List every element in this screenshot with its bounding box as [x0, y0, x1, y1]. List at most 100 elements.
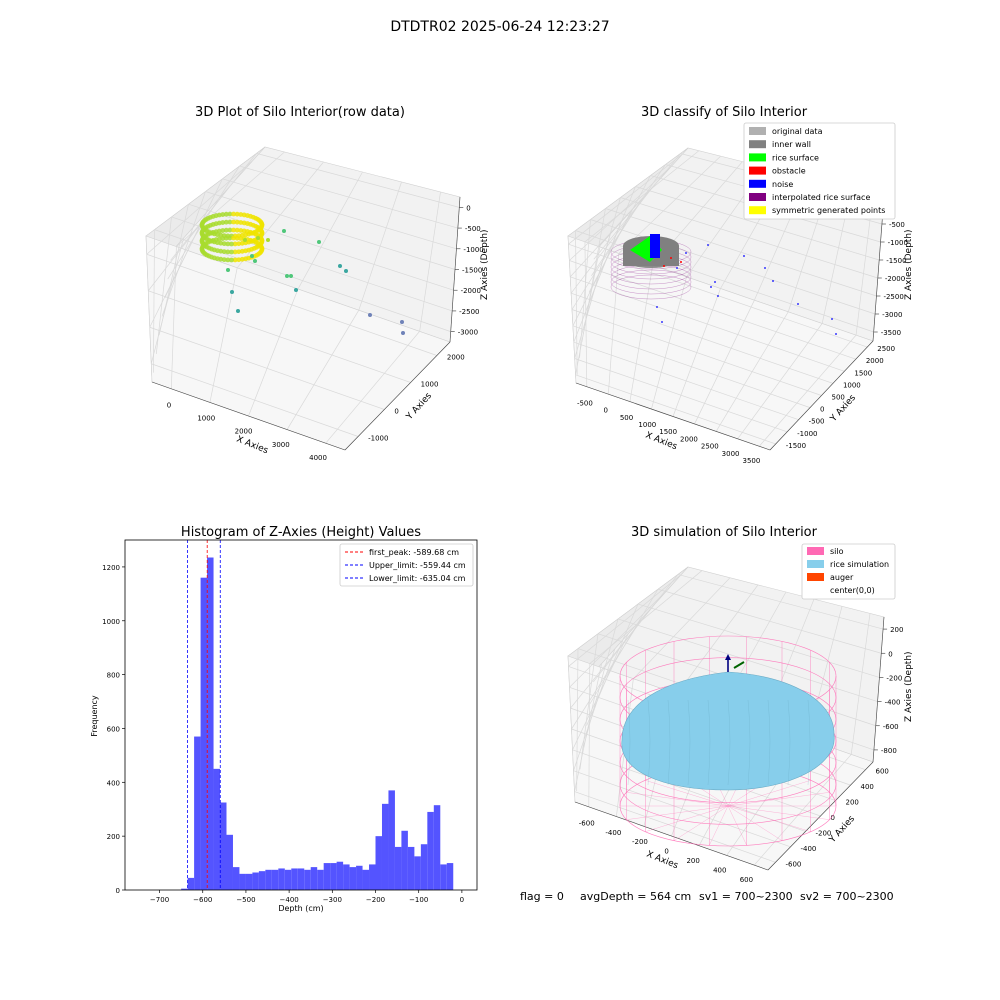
raw-x-grid-floor — [286, 310, 360, 430]
simulation-y-tick-label: -600 — [786, 860, 802, 868]
raw-z-tick-label: -1000 — [463, 246, 483, 254]
raw-data-point — [239, 256, 245, 262]
simulation-x-tick-label: -400 — [605, 829, 621, 837]
histogram-x-tick-label: 0 — [460, 896, 464, 904]
classify-x-tick-label: 1000 — [638, 421, 656, 429]
histogram-bar — [258, 871, 266, 890]
classify-x-tick-label: 2000 — [680, 435, 698, 443]
raw-data-point — [232, 249, 238, 255]
classify-y-grid-left — [569, 176, 663, 278]
histogram-title: Histogram of Z-Axies (Height) Values — [181, 525, 421, 540]
histogram-y-tick-label: 0 — [116, 887, 120, 895]
simulation-silo-floor-spoke — [727, 805, 783, 841]
histogram-legend-label: first_peak: -589.68 cm — [369, 548, 459, 557]
classify-noise-point — [797, 303, 799, 305]
histogram-bar — [446, 863, 454, 890]
classify-legend-label: rice surface — [772, 153, 819, 162]
histogram-bar — [265, 869, 272, 890]
raw-z-tick-label: 0 — [466, 204, 470, 212]
simulation-silo-floor-spoke — [626, 792, 729, 807]
simulation-rice-mesh-line — [667, 699, 671, 786]
raw-data-point — [243, 238, 247, 242]
histogram-bar — [369, 864, 376, 890]
histogram-bar — [245, 873, 253, 890]
raw-data-point — [223, 227, 229, 233]
histogram-bar — [213, 768, 221, 890]
raw-data-point — [226, 268, 230, 272]
simulation-center-arrowhead — [725, 654, 731, 660]
raw-z-grid-left — [164, 178, 223, 298]
classify-noise-point — [835, 333, 837, 335]
classify-x-tick-label: 3500 — [742, 457, 760, 465]
classify-legend-swatch — [749, 193, 766, 201]
histogram-bar — [375, 836, 382, 890]
raw-z-axis-label: Z Axies (Depth) — [480, 229, 490, 300]
raw-y-axis-line — [344, 341, 451, 451]
histogram-bar — [271, 869, 279, 890]
raw-data-point — [220, 236, 226, 241]
classify-noise-point — [710, 286, 712, 288]
histogram-y-tick-label: 800 — [107, 672, 120, 680]
classify-z-tick-label: -500 — [889, 221, 905, 229]
simulation-z-grid-left — [576, 648, 579, 792]
raw-data-point — [231, 227, 236, 233]
raw-data-point — [236, 257, 242, 263]
raw-y-grid-floor — [151, 363, 359, 437]
classify-noise-point — [685, 252, 687, 254]
raw-data-point — [231, 219, 236, 225]
classify-x-tick-label: -500 — [577, 399, 593, 407]
raw-data-point — [234, 219, 240, 225]
raw-data-point — [229, 241, 234, 247]
raw-data-point — [220, 228, 226, 233]
histogram-x-tick-label: −400 — [280, 896, 299, 904]
simulation-y-tick-label: 400 — [861, 783, 874, 791]
classify-plot-title: 3D classify of Silo Interior — [641, 105, 808, 120]
classify-legend-frame — [743, 122, 896, 220]
histogram-x-tick-label: −600 — [193, 896, 212, 904]
histogram-bar — [330, 863, 337, 890]
classify-y-axis-line — [769, 340, 874, 451]
simulation-y-tick-label: 200 — [846, 799, 859, 807]
simulation-legend-label: silo — [830, 547, 844, 556]
raw-data-point — [227, 227, 233, 233]
raw-data-point — [220, 212, 226, 217]
simulation-z-grid-left — [589, 589, 659, 704]
classify-legend-swatch — [749, 179, 766, 188]
raw-data-point — [250, 254, 254, 258]
simulation-z-tick-label: -600 — [883, 723, 899, 731]
classify-z-grid-back — [590, 219, 876, 315]
histogram-bar — [388, 790, 395, 890]
classify-z-grid-back — [605, 208, 877, 297]
histogram-x-tick-label: −300 — [323, 896, 342, 904]
raw-data-point — [253, 259, 257, 263]
histogram-y-tick-label: 200 — [107, 833, 120, 841]
raw-data-point — [223, 219, 229, 225]
status-avg-depth: avgDepth = 564 cm — [580, 890, 691, 903]
classify-noise-point — [743, 255, 745, 257]
classify-z-axis-line — [872, 196, 885, 342]
raw-x-axis-label: X Axies — [235, 435, 270, 457]
raw-data-point — [282, 229, 286, 233]
simulation-z-grid-left — [586, 603, 639, 726]
classify-legend-swatch — [749, 206, 766, 215]
histogram-bar — [407, 846, 415, 890]
raw-z-grid-back — [222, 178, 457, 250]
simulation-y-grid-left — [569, 589, 669, 688]
classify-y-grid-floor — [572, 325, 811, 408]
raw-data-point — [230, 290, 234, 294]
histogram-bar — [401, 830, 408, 890]
simulation-x-grid-back — [633, 577, 731, 679]
classify-x-grid-back — [618, 155, 721, 254]
classify-legend-label: obstacle — [772, 167, 806, 176]
raw-z-tick-label: -1500 — [462, 267, 482, 275]
raw-x-tick-label: 4000 — [309, 454, 327, 462]
histogram-y-tick-label: 400 — [107, 779, 120, 787]
histogram-bar — [336, 861, 344, 890]
classify-legend-label: noise — [772, 180, 793, 189]
simulation-z-grid-left — [579, 633, 599, 770]
status-sv1: sv1 = 700~2300 — [699, 890, 793, 903]
histogram-bar — [394, 846, 402, 890]
classify-noise-point — [717, 295, 719, 297]
classify-legend-swatch — [749, 153, 766, 162]
simulation-x-grid-back — [850, 613, 871, 755]
